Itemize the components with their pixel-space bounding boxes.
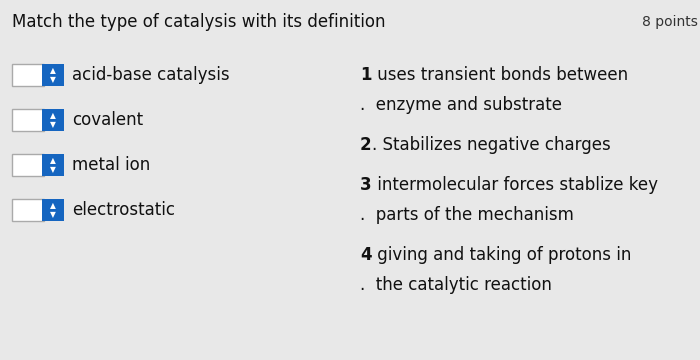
Text: ▼: ▼ [50, 166, 56, 175]
Bar [12, 64, 44, 86]
Text: ▼: ▼ [50, 76, 56, 85]
Text: covalent: covalent [72, 111, 143, 129]
Text: . Stabilizes negative charges: . Stabilizes negative charges [372, 136, 610, 154]
Text: ▲: ▲ [50, 202, 56, 211]
Text: .  enzyme and substrate: . enzyme and substrate [360, 96, 562, 114]
Text: ▼: ▼ [50, 211, 56, 220]
Text: .  parts of the mechanism: . parts of the mechanism [360, 206, 574, 224]
Bar [12, 154, 44, 176]
Text: 8 points: 8 points [642, 15, 698, 29]
Text: ▲: ▲ [50, 112, 56, 121]
Bar [42, 109, 64, 131]
Bar [12, 109, 44, 131]
Text: Match the type of catalysis with its definition: Match the type of catalysis with its def… [12, 13, 386, 31]
Bar [42, 64, 64, 86]
Bar [42, 199, 64, 221]
Bar [42, 154, 64, 176]
Text: 1: 1 [360, 66, 372, 84]
Text: intermolecular forces stablize key: intermolecular forces stablize key [372, 176, 658, 194]
Text: electrostatic: electrostatic [72, 201, 175, 219]
Text: 2: 2 [360, 136, 372, 154]
Text: .  the catalytic reaction: . the catalytic reaction [360, 276, 552, 294]
Text: giving and taking of protons in: giving and taking of protons in [372, 246, 631, 264]
Text: uses transient bonds between: uses transient bonds between [372, 66, 628, 84]
Bar [12, 199, 44, 221]
Text: ▼: ▼ [50, 121, 56, 130]
Text: metal ion: metal ion [72, 156, 150, 174]
Text: acid-base catalysis: acid-base catalysis [72, 66, 230, 84]
Text: 3: 3 [360, 176, 372, 194]
Text: ▲: ▲ [50, 67, 56, 76]
Text: ▲: ▲ [50, 157, 56, 166]
Text: 4: 4 [360, 246, 372, 264]
